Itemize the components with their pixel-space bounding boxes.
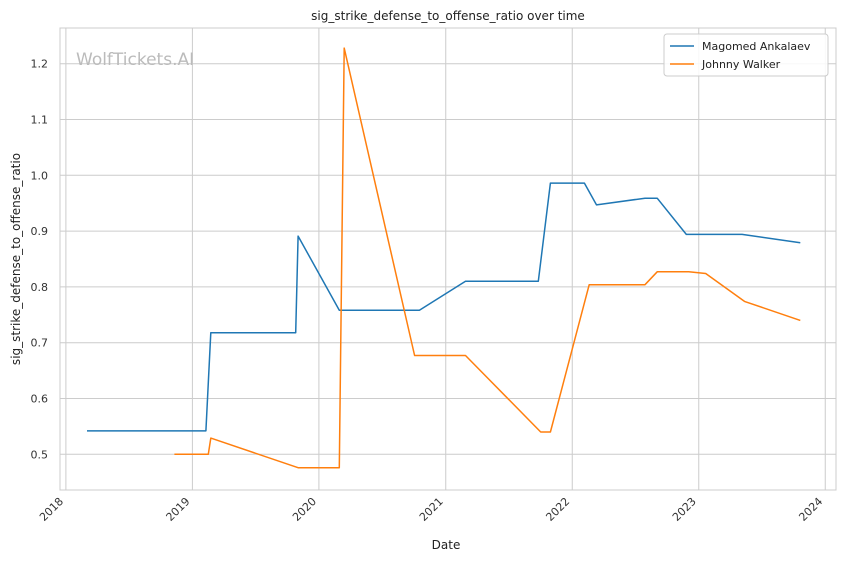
x-axis-label: Date [432,538,461,552]
chart-title: sig_strike_defense_to_offense_ratio over… [311,9,585,23]
y-tick-label: 1.0 [31,169,49,182]
legend-label-magomed-ankalaev: Magomed Ankalaev [702,40,811,53]
y-tick-label: 0.5 [31,448,49,461]
y-tick-label: 0.7 [31,337,49,350]
legend-label-johnny-walker: Johnny Walker [701,58,781,71]
legend: Magomed Ankalaev Johnny Walker [663,33,829,77]
grid-lines [60,28,836,490]
chart-watermark: WolfTickets.AI [76,50,194,70]
y-tick-label: 0.8 [31,281,49,294]
series-line-magomed-ankalaev [87,182,801,432]
y-tick-label: 1.2 [31,58,49,71]
y-tick-label: 1.1 [31,114,49,127]
y-axis-label: sig_strike_defense_to_offense_ratio [9,153,23,365]
plot-frame [59,27,837,491]
y-tick-label: 0.6 [31,392,49,405]
series-line-johnny-walker [174,47,801,469]
legend-box [663,33,829,77]
y-tick-labels: 0.5 0.6 0.7 0.8 0.9 1.0 1.1 1.2 [31,58,49,462]
series-lines [87,47,801,469]
y-tick-label: 0.9 [31,225,49,238]
